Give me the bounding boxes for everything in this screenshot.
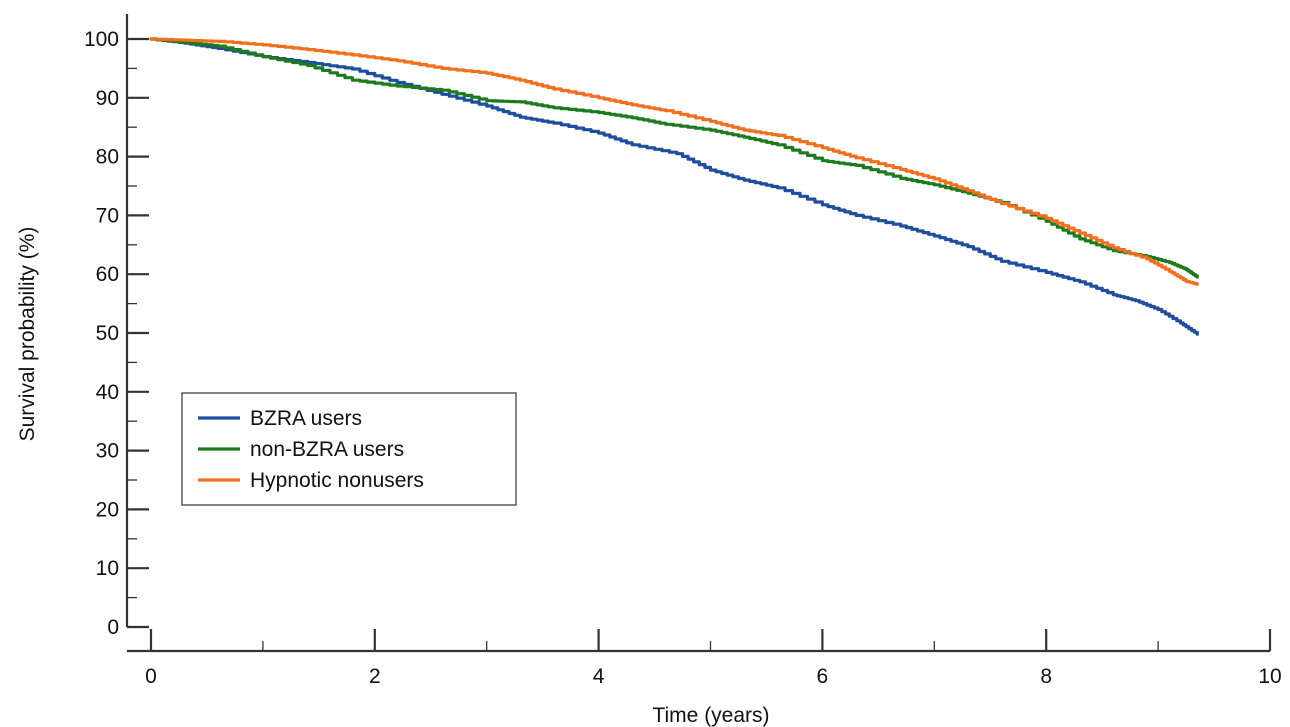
series-line-non-bzra-users bbox=[149, 37, 1199, 279]
x-tick-label-10: 10 bbox=[1258, 665, 1281, 688]
y-axis: 0 10 20 30 40 50 60 70 80 90 100 bbox=[84, 14, 149, 639]
y-tick-label-80: 80 bbox=[96, 146, 119, 169]
y-tick-label-100: 100 bbox=[84, 28, 119, 51]
y-tick-label-20: 20 bbox=[96, 498, 119, 521]
y-axis-title: Survival probability (%) bbox=[16, 227, 39, 442]
x-axis: 0 2 4 6 8 10 bbox=[127, 629, 1282, 688]
x-tick-label-2: 2 bbox=[369, 665, 381, 688]
x-tick-label-4: 4 bbox=[593, 665, 605, 688]
legend-label-bzra-users: BZRA users bbox=[250, 407, 362, 430]
survival-curves bbox=[149, 37, 1199, 336]
x-tick-label-8: 8 bbox=[1040, 665, 1052, 688]
y-tick-label-0: 0 bbox=[107, 616, 119, 639]
y-tick-label-10: 10 bbox=[96, 557, 119, 580]
legend: BZRA users non-BZRA users Hypnotic nonus… bbox=[181, 392, 517, 506]
y-tick-label-40: 40 bbox=[96, 381, 119, 404]
x-tick-label-0: 0 bbox=[145, 665, 157, 688]
legend-label-hypnotic-nonusers: Hypnotic nonusers bbox=[250, 469, 424, 492]
y-tick-label-90: 90 bbox=[96, 87, 119, 110]
y-tick-label-60: 60 bbox=[96, 263, 119, 286]
y-tick-label-50: 50 bbox=[96, 322, 119, 345]
x-tick-label-6: 6 bbox=[817, 665, 829, 688]
series-line-bzra-users bbox=[149, 37, 1199, 336]
x-axis-title: Time (years) bbox=[652, 704, 769, 727]
y-tick-label-30: 30 bbox=[96, 440, 119, 463]
series-line-hypnotic-nonusers bbox=[149, 37, 1199, 286]
y-tick-label-70: 70 bbox=[96, 204, 119, 227]
legend-label-non-bzra-users: non-BZRA users bbox=[250, 438, 404, 461]
